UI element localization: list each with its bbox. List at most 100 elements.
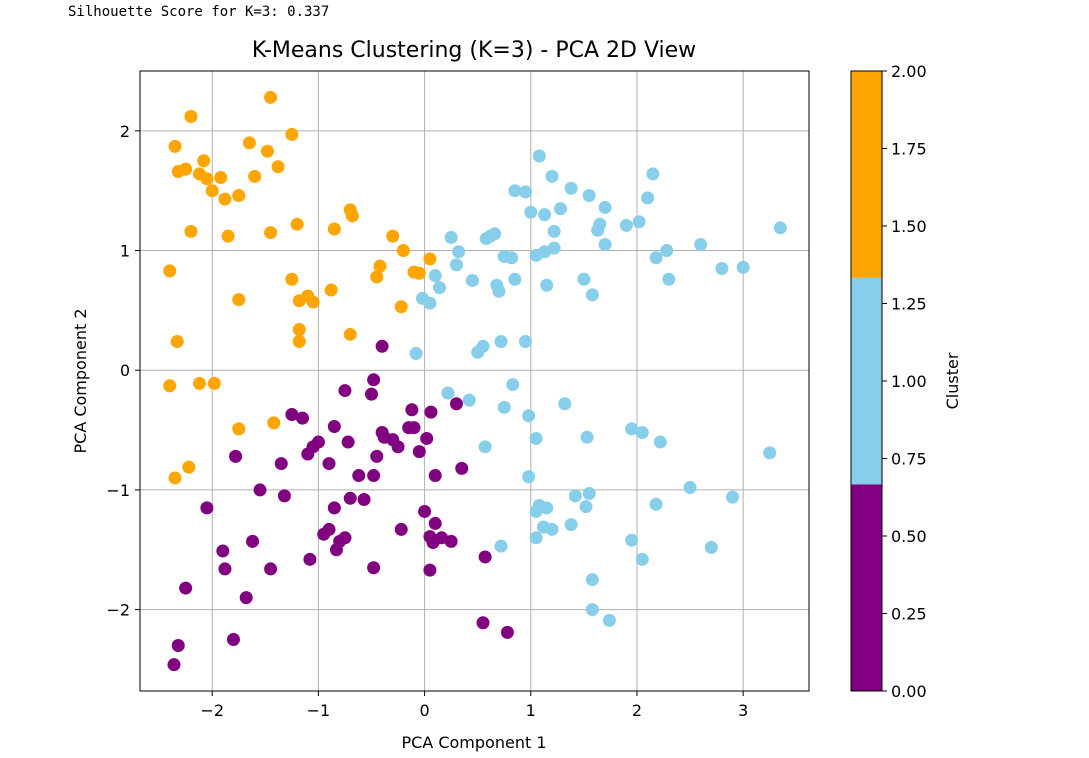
x-tick-label: 1 [526,701,536,720]
data-point-cluster-0 [338,384,352,398]
data-point-cluster-1 [580,430,594,444]
data-point-cluster-1 [683,481,697,495]
data-point-cluster-1 [529,531,543,545]
data-point-cluster-0 [444,534,458,548]
data-point-cluster-1 [441,386,455,400]
colorbar-tick-label: 1.50 [891,217,927,236]
y-tick-label: −2 [106,601,130,620]
data-point-cluster-2 [232,293,246,307]
data-point-cluster-1 [540,501,554,515]
data-point-cluster-2 [264,226,278,240]
colorbar-tick-label: 0.75 [891,450,927,469]
data-point-cluster-1 [635,425,649,439]
data-point-cluster-1 [524,205,538,219]
data-point-cluster-0 [364,387,378,401]
data-point-cluster-0 [367,373,381,387]
data-point-cluster-0 [367,561,381,575]
data-point-cluster-2 [345,209,359,223]
data-point-cluster-1 [582,487,596,501]
data-point-cluster-0 [341,435,355,449]
plot-frame [139,70,810,692]
data-point-cluster-1 [662,272,676,286]
data-point-cluster-1 [449,258,463,272]
data-point-cluster-1 [508,272,522,286]
y-tick-label: 1 [120,242,130,261]
data-point-cluster-1 [423,296,437,310]
data-point-cluster-2 [205,184,219,198]
colorbar-tick-label: 0.00 [891,682,927,701]
data-point-cluster-2 [170,335,184,349]
data-point-cluster-2 [184,109,198,123]
data-point-cluster-0 [295,411,309,425]
data-point-cluster-1 [494,335,508,349]
data-point-cluster-1 [649,497,663,511]
data-point-cluster-1 [736,260,750,274]
data-point-cluster-1 [545,169,559,183]
data-point-cluster-0 [428,469,442,483]
data-point-cluster-1 [518,335,532,349]
data-point-cluster-2 [386,229,400,243]
data-point-cluster-1 [585,603,599,617]
data-point-cluster-2 [163,264,177,278]
colorbar-segment [851,484,882,691]
x-tick-label: 0 [419,701,429,720]
data-point-cluster-1 [547,224,561,238]
data-point-cluster-1 [444,230,458,244]
colorbar-tick-label: 2.00 [891,62,927,81]
data-point-cluster-1 [497,400,511,414]
data-point-cluster-2 [207,376,221,390]
data-point-cluster-2 [232,188,246,202]
data-point-cluster-0 [375,339,389,353]
data-point-cluster-1 [554,202,568,216]
data-point-cluster-2 [200,172,214,186]
colorbar-segment [851,71,882,278]
data-point-cluster-1 [478,440,492,454]
data-point-cluster-0 [327,419,341,433]
data-point-cluster-1 [529,431,543,445]
data-point-cluster-2 [168,471,182,485]
colorbar-tick-label: 1.00 [891,372,927,391]
data-point-cluster-2 [242,136,256,150]
data-point-cluster-1 [538,208,552,222]
data-point-cluster-0 [449,397,463,411]
data-point-cluster-0 [478,550,492,564]
data-point-cluster-2 [192,376,206,390]
data-point-cluster-2 [370,270,384,284]
data-point-cluster-0 [301,447,315,461]
data-point-cluster-0 [216,544,230,558]
data-point-cluster-1 [625,422,639,436]
data-point-cluster-2 [343,327,357,341]
data-point-cluster-2 [292,335,306,349]
data-point-cluster-0 [226,633,240,647]
x-tick-label: −1 [307,701,331,720]
data-point-cluster-1 [598,200,612,214]
data-point-cluster-0 [322,522,336,536]
data-point-cluster-0 [420,431,434,445]
data-point-cluster-1 [508,184,522,198]
data-point-cluster-1 [579,500,593,514]
data-point-cluster-0 [455,461,469,475]
colorbar-tick-label: 0.50 [891,527,927,546]
data-point-cluster-1 [704,540,718,554]
data-point-cluster-0 [239,591,253,605]
data-point-cluster-1 [518,185,532,199]
data-point-cluster-2 [292,323,306,337]
data-point-cluster-2 [248,169,262,183]
data-point-cluster-0 [391,440,405,454]
data-point-cluster-2 [184,224,198,238]
data-point-cluster-2 [394,300,408,314]
data-point-cluster-2 [232,422,246,436]
data-point-cluster-2 [271,160,285,174]
data-point-cluster-1 [591,223,605,237]
data-point-cluster-2 [197,154,211,168]
data-point-cluster-0 [277,489,291,503]
data-point-cluster-2 [290,217,304,231]
data-point-cluster-0 [428,516,442,530]
data-point-cluster-1 [653,435,667,449]
x-tick-label: −2 [200,701,224,720]
data-point-cluster-0 [229,449,243,463]
colorbar-label: Cluster [943,352,962,409]
data-point-cluster-0 [218,562,232,576]
data-point-cluster-2 [412,266,426,280]
grid-lines [140,71,809,691]
